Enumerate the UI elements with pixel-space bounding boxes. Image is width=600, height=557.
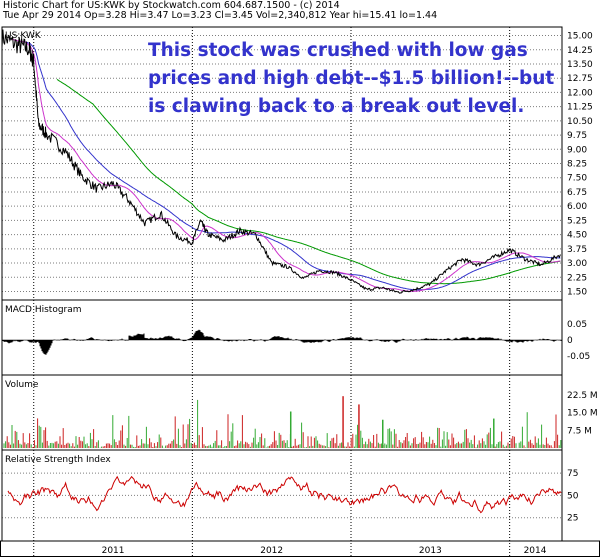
annotation-text: is clawing back to a break out level. (148, 96, 524, 117)
price-tick-label: 12.00 (567, 88, 593, 98)
x-tick-label: 2011 (102, 546, 125, 556)
price-tick-label: 11.25 (567, 103, 593, 113)
price-tick-label: 9.00 (567, 145, 587, 155)
x-tick-label: 2013 (419, 546, 442, 556)
price-tick-label: 13.50 (567, 60, 593, 70)
volume-panel-title: Volume (5, 380, 39, 390)
chart-header-line1: Historic Chart for US:KWK by Stockwatch.… (3, 0, 340, 11)
x-tick-label: 2014 (524, 546, 547, 556)
rsi-tick-label: 50 (567, 491, 579, 501)
rsi-panel-title: Relative Strength Index (5, 455, 111, 465)
price-panel-title: US:KWK (5, 31, 42, 41)
rsi-tick-label: 25 (567, 514, 578, 524)
price-tick-label: 6.75 (567, 188, 587, 198)
macd-panel-title: MACD Histogram (5, 305, 82, 315)
macd-tick-label: 0 (567, 336, 573, 346)
price-tick-label: 2.25 (567, 273, 587, 283)
volume-tick-label: 7.5 M (567, 426, 592, 436)
price-tick-label: 3.75 (567, 245, 587, 255)
volume-tick-label: 15.0 M (567, 409, 598, 419)
chart-header-line2: Tue Apr 29 2014 Op=3.28 Hi=3.47 Lo=3.23 … (3, 10, 438, 21)
price-ma-mid-line (25, 41, 561, 291)
panel-frame-volume (1, 374, 563, 451)
price-tick-label: 1.50 (567, 287, 587, 297)
price-series-line (1, 29, 561, 294)
macd-tick-label: 0.05 (567, 320, 587, 330)
annotation-text: This stock was crushed with low gas (148, 40, 528, 61)
volume-tick-label: 22.5 M (567, 391, 598, 401)
price-tick-label: 6.00 (567, 202, 587, 212)
price-tick-label: 14.25 (567, 46, 593, 56)
macd-tick-label: -0.05 (567, 352, 590, 362)
annotation-text: prices and high debt--$1.5 billion!--but (148, 68, 554, 89)
price-tick-label: 3.00 (567, 259, 587, 269)
price-tick-label: 8.25 (567, 160, 587, 170)
price-ma-slow-line (56, 78, 561, 285)
rsi-line (7, 475, 562, 514)
price-tick-label: 15.00 (567, 32, 593, 42)
rsi-tick-label: 75 (567, 469, 578, 479)
price-tick-label: 10.50 (567, 117, 593, 127)
price-tick-label: 12.75 (567, 74, 593, 84)
price-tick-label: 9.75 (567, 131, 587, 141)
x-tick-label: 2012 (260, 546, 283, 556)
price-tick-label: 7.50 (567, 174, 587, 184)
price-tick-label: 5.25 (567, 216, 587, 226)
price-ma-fast-line (9, 38, 561, 292)
price-tick-label: 4.50 (567, 231, 587, 241)
